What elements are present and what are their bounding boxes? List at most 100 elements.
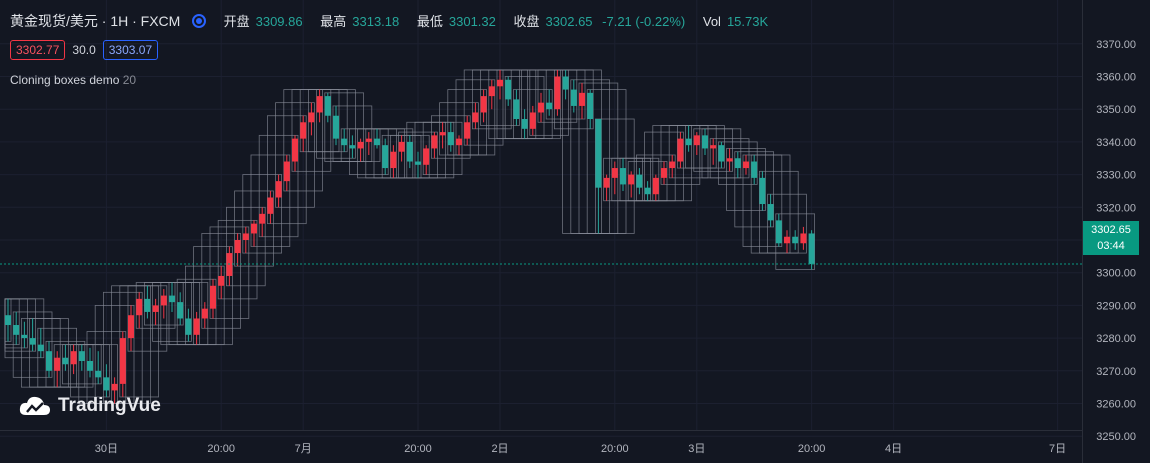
candlestick-series bbox=[5, 69, 815, 404]
volume-value: 15.73K bbox=[726, 14, 769, 29]
candle-body bbox=[5, 315, 11, 326]
time-tick-label: 4日 bbox=[885, 443, 902, 455]
candle-body bbox=[693, 135, 700, 146]
candle-body bbox=[111, 383, 118, 391]
trade-buttons: 3302.77 30.0 3303.07 bbox=[10, 40, 159, 60]
candle-body bbox=[62, 357, 69, 365]
close-value: 3302.65 bbox=[545, 14, 593, 29]
change-value: -7.21 (-0.22%) bbox=[602, 14, 686, 29]
candle-body bbox=[595, 119, 602, 188]
low-value: 3301.32 bbox=[448, 14, 496, 29]
grid-lines bbox=[0, 0, 1083, 437]
candle-body bbox=[234, 240, 241, 254]
candle-body bbox=[734, 158, 741, 169]
price-axis-background[interactable] bbox=[1083, 0, 1150, 430]
candle-body bbox=[119, 338, 126, 384]
candle-body bbox=[570, 89, 577, 106]
candle-body bbox=[398, 141, 405, 152]
candle-body bbox=[792, 236, 799, 244]
cloned-box bbox=[709, 138, 750, 179]
time-tick-label: 7月 bbox=[295, 443, 312, 455]
candle-body bbox=[169, 295, 175, 303]
price-tick-label: 3330.00 bbox=[1096, 170, 1136, 182]
candle-body bbox=[324, 96, 331, 116]
candle-body bbox=[431, 135, 438, 149]
time-tick-label: 7日 bbox=[1049, 443, 1066, 455]
candle-body bbox=[587, 92, 594, 120]
candle-body bbox=[497, 79, 503, 87]
tradingvue-watermark: TradingVue bbox=[18, 395, 161, 417]
candle-body bbox=[54, 357, 61, 371]
time-tick-label: 20:00 bbox=[404, 443, 432, 455]
last-price-value: 3302.65 bbox=[1091, 224, 1131, 236]
candle-body bbox=[406, 141, 413, 162]
candle-body bbox=[603, 177, 610, 188]
candle-body bbox=[505, 79, 512, 100]
candle-body bbox=[472, 112, 479, 123]
candle-body bbox=[87, 360, 93, 371]
price-tick-label: 3250.00 bbox=[1096, 431, 1136, 443]
candle-body bbox=[611, 168, 618, 178]
price-tick-label: 3290.00 bbox=[1096, 300, 1136, 312]
candle-body bbox=[103, 377, 110, 391]
cloned-box bbox=[258, 134, 299, 238]
indicator-param: 20 bbox=[122, 73, 137, 87]
candle-body bbox=[743, 161, 749, 169]
price-tick-label: 3350.00 bbox=[1096, 104, 1136, 116]
candle-body bbox=[538, 102, 544, 113]
candle-body bbox=[685, 138, 692, 146]
candle-body bbox=[13, 325, 20, 335]
candle-body bbox=[644, 187, 651, 195]
candle-body bbox=[144, 298, 151, 312]
candle-body bbox=[300, 122, 307, 139]
candle-body bbox=[464, 122, 471, 139]
candle-body bbox=[193, 318, 200, 335]
candle-body bbox=[529, 112, 536, 129]
price-tick-label: 3370.00 bbox=[1096, 39, 1136, 51]
candle-body bbox=[259, 213, 266, 224]
candle-body bbox=[218, 275, 225, 286]
cloned-box bbox=[266, 115, 307, 225]
candle-body bbox=[513, 99, 520, 120]
cloned-box bbox=[316, 89, 356, 159]
cloned-box bbox=[242, 174, 283, 254]
candle-body bbox=[669, 161, 676, 169]
candle-body bbox=[718, 145, 725, 162]
candle-body bbox=[726, 158, 733, 162]
candle-body bbox=[210, 285, 216, 309]
candle-body bbox=[242, 233, 249, 240]
indicator-legend[interactable]: Cloning boxes demo 20 bbox=[10, 73, 136, 87]
candle-body bbox=[95, 370, 102, 378]
candle-body bbox=[808, 233, 815, 265]
low-label: 最低 bbox=[416, 14, 443, 29]
candle-body bbox=[201, 308, 208, 319]
last-price-tag: 3302.65 03:44 bbox=[1083, 221, 1139, 255]
candle-body bbox=[283, 161, 290, 182]
candle-body bbox=[661, 168, 667, 178]
time-tick-label: 2日 bbox=[491, 443, 508, 455]
volume-label: Vol bbox=[702, 14, 721, 29]
candle-body bbox=[382, 145, 389, 169]
candle-body bbox=[357, 141, 364, 149]
candle-body bbox=[415, 161, 421, 165]
candle-body bbox=[759, 177, 766, 205]
candle-body bbox=[784, 236, 790, 244]
candle-body bbox=[636, 174, 643, 188]
spread-value: 30.0 bbox=[72, 43, 96, 57]
high-value: 3313.18 bbox=[352, 14, 400, 29]
cloned-box bbox=[193, 246, 233, 346]
sell-button[interactable]: 3302.77 bbox=[10, 40, 66, 60]
bar-countdown: 03:44 bbox=[1097, 240, 1125, 252]
candle-body bbox=[488, 86, 495, 97]
candle-body bbox=[185, 318, 192, 335]
candle-body bbox=[579, 92, 585, 106]
candle-body bbox=[275, 181, 282, 198]
symbol-title[interactable]: 黄金现货/美元 · 1H · FXCM bbox=[10, 13, 181, 29]
candle-body bbox=[677, 138, 684, 162]
time-tick-label: 20:00 bbox=[798, 443, 826, 455]
price-tick-label: 3300.00 bbox=[1096, 268, 1136, 280]
buy-button[interactable]: 3303.07 bbox=[102, 40, 159, 60]
candle-body bbox=[374, 138, 380, 146]
candle-body bbox=[21, 334, 28, 339]
